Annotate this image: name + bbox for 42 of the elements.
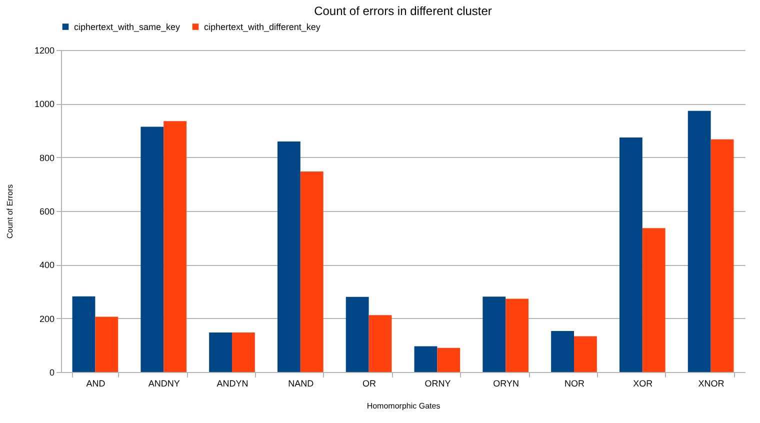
x-tick-label: XNOR xyxy=(698,378,725,388)
chart-title: Count of errors in different cluster xyxy=(314,4,492,18)
x-tick-label: NAND xyxy=(288,378,314,388)
x-tick-label: ORYN xyxy=(493,378,520,388)
y-tick-label: 400 xyxy=(39,260,54,270)
bar xyxy=(95,316,118,372)
bar xyxy=(688,110,711,372)
legend-label: ciphertext_with_different_key xyxy=(204,22,321,32)
y-tick-label: 800 xyxy=(39,152,54,163)
bar xyxy=(710,139,734,372)
y-tick-label: 600 xyxy=(39,206,54,216)
x-tick-label: NOR xyxy=(564,378,585,388)
bar xyxy=(574,336,597,372)
bar xyxy=(209,332,232,372)
bar xyxy=(482,296,506,372)
y-tick-label: 1000 xyxy=(34,99,54,110)
x-tick-label: OR xyxy=(362,378,377,388)
bar xyxy=(642,228,666,372)
x-tick-label: ANDNY xyxy=(148,378,180,388)
bar xyxy=(368,315,392,372)
x-tick-label: ANDYN xyxy=(216,378,248,388)
x-axis-title: Homomorphic Gates xyxy=(366,402,440,410)
bar xyxy=(414,346,438,372)
legend-label: ciphertext_with_same_key xyxy=(74,22,181,32)
bar xyxy=(72,296,96,372)
bar xyxy=(300,172,324,372)
bar xyxy=(619,137,642,372)
y-tick-label: 1200 xyxy=(34,46,54,56)
x-tick-label: AND xyxy=(86,378,106,388)
bar xyxy=(277,142,300,372)
x-tick-label: ORNY xyxy=(424,378,451,388)
x-tick-label: XOR xyxy=(633,378,654,388)
bar xyxy=(506,298,529,372)
y-tick-label: 200 xyxy=(39,314,54,324)
y-tick-label: 0 xyxy=(49,368,54,378)
bar xyxy=(437,348,460,372)
bar xyxy=(164,121,187,372)
bar xyxy=(232,332,255,372)
y-axis-title: Count of Errors xyxy=(5,184,14,239)
bar xyxy=(551,330,574,372)
bar xyxy=(140,126,164,372)
bar xyxy=(346,296,369,372)
